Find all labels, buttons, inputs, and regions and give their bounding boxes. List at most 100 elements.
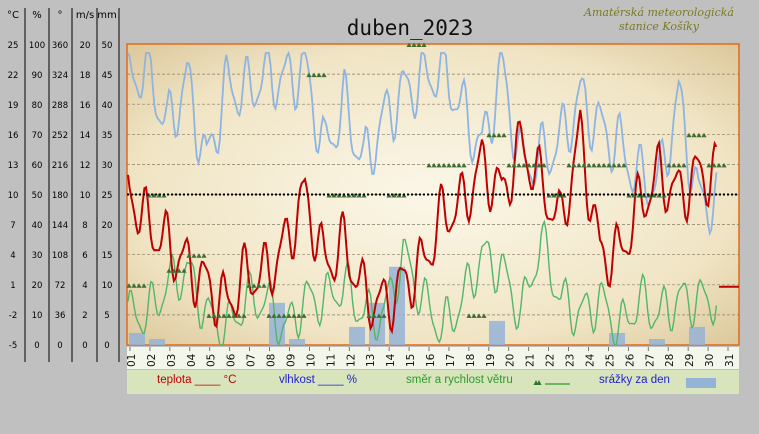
wind-dir-marker-12-1 xyxy=(351,193,357,198)
wind-dir-marker-4-2 xyxy=(196,253,202,258)
wind-dir-marker-1-3 xyxy=(141,283,147,288)
wind-dir-marker-7-1 xyxy=(251,283,257,288)
x-tick-14: 14 xyxy=(385,353,397,367)
wind-dir-marker-19-2 xyxy=(496,132,502,138)
wind-dir-marker-19-0 xyxy=(486,132,492,138)
wind-dir-marker-6-3 xyxy=(241,313,247,318)
wind-dir-marker-14-1 xyxy=(391,193,397,198)
wind-dir-marker-23-2 xyxy=(576,162,582,168)
wind-dir-marker-27-1 xyxy=(651,193,657,198)
wind-dir-marker-5-3 xyxy=(221,313,227,318)
wind-dir-marker-28-2 xyxy=(676,162,682,168)
axis-tick-4-2: 40 xyxy=(102,101,113,111)
wind-dir-marker-7-3 xyxy=(261,283,267,288)
axis-tick-2-10: 0 xyxy=(57,341,62,351)
humidity-series xyxy=(127,50,718,237)
axis-tick-2-3: 252 xyxy=(52,131,68,141)
chart-title: duben_2023 xyxy=(346,16,474,40)
wind-dir-marker-6-1 xyxy=(231,313,237,318)
axis-unit-3: m/s xyxy=(76,10,94,21)
x-tick-31: 31 xyxy=(724,354,736,367)
wind-dir-marker-15-3 xyxy=(421,42,427,47)
wind-dir-marker-23-1 xyxy=(571,162,577,168)
wind-dir-marker-19-3 xyxy=(501,132,507,138)
wind-dir-marker-20-1 xyxy=(511,162,517,168)
wind-dir-marker-5-1 xyxy=(211,313,217,318)
wind-dir-marker-24-1 xyxy=(591,162,597,168)
axis-tick-2-1: 324 xyxy=(52,71,68,81)
wind-dir-marker-28-1 xyxy=(671,162,677,168)
x-tick-02: 02 xyxy=(146,354,158,367)
axis-tick-3-8: 4 xyxy=(82,281,87,291)
axis-tick-2-5: 180 xyxy=(52,191,68,201)
wind-dir-marker-13-0 xyxy=(366,313,372,318)
axis-tick-2-0: 360 xyxy=(52,41,68,51)
axis-tick-0-7: 4 xyxy=(10,251,15,261)
wind-dir-marker-1-2 xyxy=(136,283,142,288)
wind-dir-marker-19-1 xyxy=(491,132,497,138)
axis-tick-1-5: 50 xyxy=(32,191,43,201)
axis-unit-2: ° xyxy=(58,10,63,21)
x-tick-03: 03 xyxy=(166,354,178,367)
wind-dir-marker-20-3 xyxy=(521,162,527,168)
wind-dir-marker-29-3 xyxy=(701,132,707,138)
axis-tick-3-9: 2 xyxy=(82,311,87,321)
axis-tick-3-4: 12 xyxy=(80,161,91,171)
axis-tick-2-6: 144 xyxy=(52,221,68,231)
axis-tick-1-2: 80 xyxy=(32,101,43,111)
wind-dir-marker-9-1 xyxy=(291,313,297,318)
x-tick-17: 17 xyxy=(445,354,457,367)
wind-dir-marker-10-3 xyxy=(321,72,327,78)
x-tick-06: 06 xyxy=(226,353,238,367)
wind-dir-marker-20-0 xyxy=(506,162,512,168)
legend-wind: směr a rychlost větru xyxy=(406,374,513,386)
x-axis-band xyxy=(127,347,739,369)
wind-dir-marker-4-0 xyxy=(186,253,192,258)
wind-speed-series xyxy=(127,219,718,347)
wind-dir-marker-24-2 xyxy=(596,162,602,168)
wind-dir-marker-8-1 xyxy=(271,313,277,318)
legend-wind-marker-1 xyxy=(536,380,542,385)
wind-dir-marker-17-3 xyxy=(461,162,467,168)
x-tick-09: 09 xyxy=(285,354,297,367)
wind-dir-marker-24-0 xyxy=(586,162,592,168)
axis-tick-1-3: 70 xyxy=(32,131,43,141)
wind-dir-marker-9-3 xyxy=(301,313,307,318)
wind-dir-marker-8-0 xyxy=(266,313,272,318)
axis-tick-4-5: 25 xyxy=(102,191,113,201)
humidity-line xyxy=(127,50,718,237)
axis-tick-1-9: 10 xyxy=(32,311,43,321)
wind-dir-marker-26-1 xyxy=(631,193,637,198)
wind-dir-marker-2-1 xyxy=(151,193,157,198)
x-tick-25: 25 xyxy=(604,354,616,367)
axis-unit-1: % xyxy=(32,10,42,21)
axis-tick-4-7: 15 xyxy=(102,251,113,261)
axis-tick-1-4: 60 xyxy=(32,161,43,171)
axis-tick-0-0: 25 xyxy=(8,41,19,51)
axis-tick-0-9: -2 xyxy=(9,311,17,321)
wind-dir-marker-9-2 xyxy=(296,313,302,318)
wind-dir-marker-1-0 xyxy=(126,283,132,288)
axis-tick-2-4: 216 xyxy=(52,161,68,171)
wind-dir-marker-30-3 xyxy=(721,162,727,168)
wind-dir-marker-30-0 xyxy=(706,162,712,168)
wind-dir-marker-29-1 xyxy=(691,132,697,138)
axis-tick-0-5: 10 xyxy=(8,191,19,201)
axis-tick-1-0: 100 xyxy=(29,41,45,51)
axis-tick-4-3: 35 xyxy=(102,131,113,141)
legend-markers xyxy=(533,378,716,388)
legend-temperature: teplota ____ °C xyxy=(157,374,237,386)
wind-dir-marker-3-3 xyxy=(181,268,187,273)
wind-dir-marker-23-0 xyxy=(566,162,572,168)
wind-dir-marker-29-0 xyxy=(686,132,692,138)
wind-dir-marker-25-1 xyxy=(611,162,617,168)
wind-dir-marker-10-0 xyxy=(306,72,312,78)
x-tick-15: 15 xyxy=(405,354,417,367)
wind-dir-marker-22-1 xyxy=(551,193,557,198)
wind-dir-marker-7-2 xyxy=(256,283,262,288)
wind-dir-marker-11-1 xyxy=(331,193,337,198)
axis-tick-0-10: -5 xyxy=(9,341,17,351)
axis-tick-2-7: 108 xyxy=(52,251,68,261)
